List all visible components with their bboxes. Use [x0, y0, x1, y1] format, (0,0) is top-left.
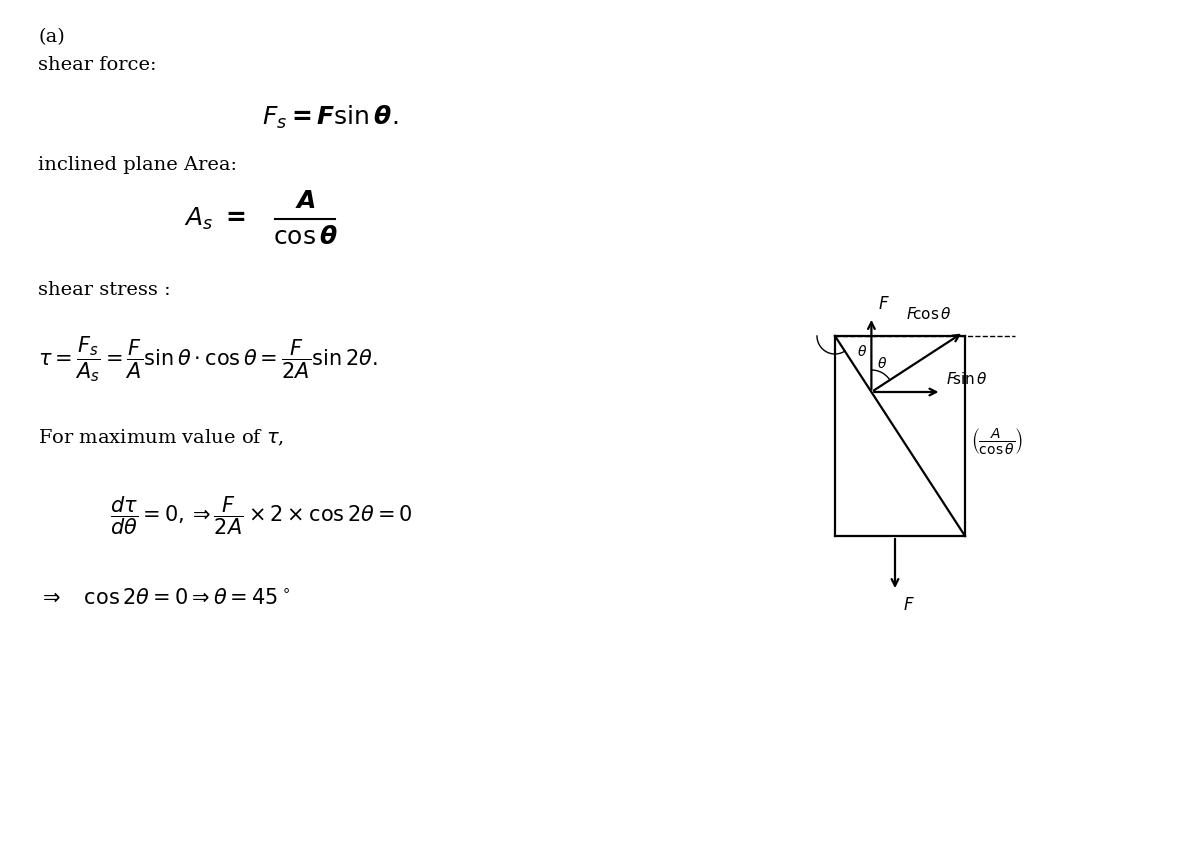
Text: $F$: $F$ — [902, 596, 914, 614]
Text: $\dfrac{d\tau}{d\theta} = 0, \Rightarrow \dfrac{F}{2A} \times 2 \times \cos 2\th: $\dfrac{d\tau}{d\theta} = 0, \Rightarrow… — [110, 494, 413, 537]
Text: $F$: $F$ — [878, 295, 890, 313]
Text: $\boldsymbol{F_s = F\sin\theta.}$: $\boldsymbol{F_s = F\sin\theta.}$ — [262, 104, 398, 131]
Text: $\boldsymbol{A_s\ =}$: $\boldsymbol{A_s\ =}$ — [184, 206, 245, 232]
Text: $\Rightarrow \quad \cos 2\theta = 0 \Rightarrow \theta = 45^\circ$: $\Rightarrow \quad \cos 2\theta = 0 \Rig… — [38, 588, 290, 608]
Text: (a): (a) — [38, 28, 65, 46]
Text: $F\!\sin\theta$: $F\!\sin\theta$ — [947, 371, 988, 387]
Text: shear stress :: shear stress : — [38, 281, 170, 299]
Text: $\theta$: $\theta$ — [857, 344, 868, 359]
Text: shear force:: shear force: — [38, 56, 156, 74]
Text: $\tau = \dfrac{F_s}{A_s} = \dfrac{F}{A}\sin\theta \cdot \cos\theta = \dfrac{F}{2: $\tau = \dfrac{F_s}{A_s} = \dfrac{F}{A}\… — [38, 334, 378, 383]
Text: $F\!\cos\theta$: $F\!\cos\theta$ — [906, 306, 952, 322]
Text: $\theta$: $\theta$ — [876, 356, 887, 372]
Text: $\left(\dfrac{A}{\cos\theta}\right)$: $\left(\dfrac{A}{\cos\theta}\right)$ — [971, 426, 1024, 456]
Text: $\boldsymbol{\cos\theta}$: $\boldsymbol{\cos\theta}$ — [272, 227, 337, 249]
Text: $\boldsymbol{A}$: $\boldsymbol{A}$ — [294, 189, 316, 212]
Text: inclined plane Area:: inclined plane Area: — [38, 156, 238, 174]
Text: For maximum value of $\tau$,: For maximum value of $\tau$, — [38, 428, 284, 449]
